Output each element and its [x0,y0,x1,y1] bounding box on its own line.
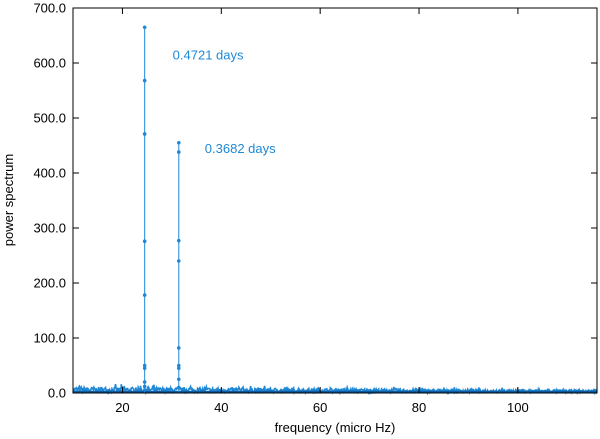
y-tick-label-0: 0.0 [48,386,66,401]
peak-2-point-5 [176,346,181,350]
peak-1-point-8 [142,380,147,384]
x-tick-label-80: 80 [412,400,426,415]
axes: 20 40 60 80 100 0.0 100.0 200.0 300.0 400.0 500.0 6… [33,1,598,415]
peak-1-point-1 [142,25,147,30]
y-tick-label-400: 400.0 [33,166,66,181]
plot-frame [72,7,598,394]
peak-2-point-7 [176,366,181,371]
noise-series [72,383,598,396]
peak-2-point-3 [176,238,181,243]
peak-2-point-2 [176,150,181,154]
y-tick-label-100: 100.0 [33,331,66,346]
peak-1-point-5 [142,293,147,297]
peak-1-point-6 [142,363,147,368]
peak-1-point-4 [142,239,147,243]
peak-2-point-4 [176,259,181,263]
annotations: 0.4721 days 0.3682 days [173,47,276,156]
x-axis-title: frequency (micro Hz) [275,420,396,435]
peak-1-point-3 [142,132,147,136]
y-tick-label-200: 200.0 [33,276,66,291]
y-tick-label-500: 500.0 [33,111,66,126]
peak-2-point-8 [176,377,181,382]
peak-2-point-6 [176,363,181,368]
plot-area [72,25,598,396]
peak-label-2: 0.3682 days [205,141,276,156]
x-tick-label-20: 20 [115,400,129,415]
peak-2-point-9 [176,385,181,390]
x-tick-label-40: 40 [214,400,228,415]
x-tick-label-100: 100 [507,400,529,415]
peak-2-point-1 [176,140,181,145]
y-tick-label-700: 700.0 [33,1,66,16]
peak-1-point-9 [142,384,147,389]
y-axis-title: power spectrum [1,154,16,246]
x-tick-label-60: 60 [313,400,327,415]
y-tick-label-300: 300.0 [33,221,66,236]
y-tick-label-600: 600.0 [33,56,66,71]
peak-1-point-2 [142,78,147,83]
peak-1-point-7 [142,366,147,371]
peak-label-1: 0.4721 days [173,47,244,62]
